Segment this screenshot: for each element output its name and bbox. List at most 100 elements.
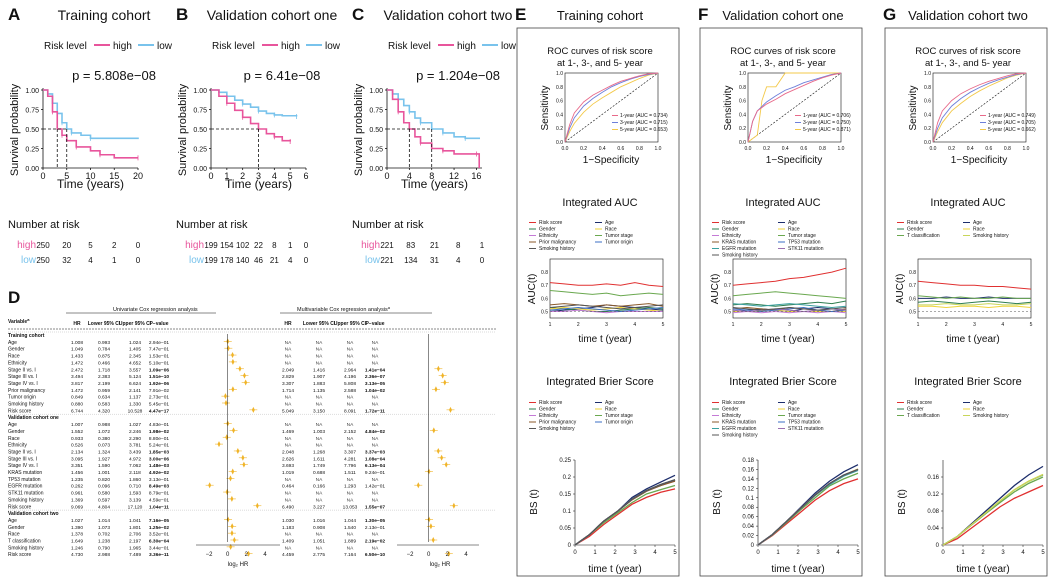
auc-y-label: AUC(t)	[895, 274, 906, 305]
nar-high-value: 22	[254, 241, 263, 250]
variable-name: Risk score	[8, 408, 32, 414]
y-tick: 0.00	[193, 166, 207, 173]
auc-x-tick: 5	[845, 322, 848, 328]
multivariable-cell: 4.281	[344, 456, 356, 462]
univariate-cell: 1.51e−10	[149, 374, 169, 380]
brier-x-tick: 5	[673, 550, 677, 556]
forest-panel-D: D Univariate Cox regression analysis Multi…	[8, 288, 496, 568]
univariate-cell: 0.820	[98, 477, 110, 483]
multivariable-cell: 1.003	[313, 429, 325, 435]
multivariable-cell: 8.091	[344, 408, 356, 414]
km-curve-low	[43, 89, 139, 140]
univariate-cell: 1.369	[71, 497, 83, 503]
roc-legend-label: 5-year (AUC = 0.871)	[803, 127, 851, 133]
univariate-cell: 0.380	[98, 436, 110, 442]
multivariable-cell: 2.13e−01	[365, 525, 385, 531]
km-panel-B: B Validation cohort one Risk level high low p…	[176, 5, 341, 266]
auc-legend-label: Gender	[907, 227, 924, 233]
group-label: Validation cohort two	[8, 511, 59, 517]
brier-legend-label: Race	[788, 407, 800, 413]
univariate-cell: 4.804	[98, 504, 110, 510]
y-tick: 0.25	[369, 147, 383, 154]
auc-legend-label: Smoking history	[539, 246, 575, 252]
univariate-cell: 1.014	[98, 518, 110, 524]
univariate-cell: 2.290	[129, 436, 141, 442]
multivariable-cell: NA	[372, 402, 379, 408]
univariate-cell: 1.965	[129, 545, 141, 551]
univariate-cell: 7.489	[129, 552, 141, 558]
multivariable-title: Multivariable Cox regression analysisa	[297, 305, 391, 313]
x-tick: 6	[303, 171, 308, 181]
variable-name: Race	[8, 354, 20, 360]
multivariable-cell: NA	[347, 347, 354, 353]
brier-x-tick: 4	[1021, 550, 1025, 556]
multivariable-cell: 1.135	[313, 388, 325, 394]
roc-y-tick: 0.4	[739, 112, 746, 118]
brier-x-label: time t (year)	[588, 564, 641, 575]
multivariable-cell: NA	[372, 477, 379, 483]
univariate-cell: 3.44e−01	[149, 545, 169, 551]
auc-legend-label: Race	[788, 227, 800, 233]
brier-legend-label: Smoking history	[722, 433, 758, 439]
univariate-cell: 1.433	[71, 354, 83, 360]
roc-y-tick: 0.2	[556, 126, 563, 132]
x-axis-label: Time (years)	[57, 177, 124, 191]
univariate-cell: 1.246	[71, 545, 83, 551]
univariate-cell: 1.09e−06	[149, 367, 169, 373]
univariate-cell: 3.557	[129, 367, 141, 373]
univariate-cell: 6.30e−04	[149, 539, 169, 545]
nar-high-value: 102	[236, 241, 250, 250]
forest-x-tick: −2	[407, 552, 415, 558]
p-value: p = 5.808e−08	[72, 68, 156, 83]
multivariable-cell: 1.016	[313, 518, 325, 524]
brier-y-tick: 0	[936, 543, 940, 549]
univariate-cell: 6.624	[129, 381, 141, 387]
multivariable-cell: 0.464	[282, 484, 294, 490]
nar-low-value: 199	[204, 256, 218, 265]
panel-letter: G	[883, 5, 896, 24]
multivariable-cell: NA	[372, 436, 379, 442]
univariate-cell: 4.730	[71, 552, 83, 558]
y-tick: 0.75	[25, 108, 39, 115]
roc-y-tick: 1.0	[924, 71, 931, 77]
univariate-title: Univariate Cox regression analysis	[113, 307, 198, 313]
nar-low-value: 221	[380, 256, 394, 265]
univariate-cell: 0.993	[98, 340, 110, 346]
univariate-cell: 4.83e−01	[149, 422, 169, 428]
brier-y-tick: 0.12	[742, 486, 754, 492]
panel-letter: D	[8, 288, 20, 307]
x-tick: 0	[40, 171, 45, 181]
panel-title: Training cohort	[58, 7, 151, 23]
number-at-risk-title: Number at risk	[352, 219, 424, 231]
roc-legend-label: 1-year (AUC = 0.749)	[988, 113, 1036, 119]
roc-x-tick: 0.2	[763, 146, 770, 152]
auc-legend-label: Age	[788, 220, 797, 226]
variable-name: Stage IV vs. I	[8, 463, 38, 469]
panel-letter: B	[176, 5, 188, 24]
variable-name: Age	[8, 340, 17, 346]
multivariable-cell: 2.775	[313, 552, 325, 558]
panel-E: E Training cohort ROC curves of risk score…	[515, 5, 680, 577]
multivariable-cell: NA	[316, 491, 323, 497]
nar-high-value: 250	[36, 241, 50, 250]
brier-y-tick: 0.02	[742, 534, 754, 540]
brier-legend-label: Race	[605, 407, 617, 413]
brier-legend-label: Tumor stage	[605, 413, 633, 419]
panel-title: Validation cohort one	[722, 8, 843, 23]
nar-label-high: high	[361, 240, 380, 251]
univariate-cell: 1.390	[71, 525, 83, 531]
auc-x-tick: 1	[732, 322, 735, 328]
multivariable-cell: NA	[372, 354, 379, 360]
roc-diagonal	[564, 72, 659, 143]
multivariable-cell: NA	[372, 497, 379, 503]
roc-x-tick: 0.0	[930, 146, 937, 152]
multivariable-cell: 1.889	[344, 539, 356, 545]
brier-legend-label: Smoking history	[973, 413, 1009, 419]
univariate-cell: 1.008	[71, 340, 83, 346]
multivariable-cell: 3.227	[313, 504, 325, 510]
multivariable-cell: NA	[347, 477, 354, 483]
forest-x-tick: 2	[245, 552, 249, 558]
brier-x-tick: 4	[653, 550, 657, 556]
univariate-cell: 1.238	[98, 539, 110, 545]
multivariable-cell: 6.13e−04	[365, 463, 385, 469]
